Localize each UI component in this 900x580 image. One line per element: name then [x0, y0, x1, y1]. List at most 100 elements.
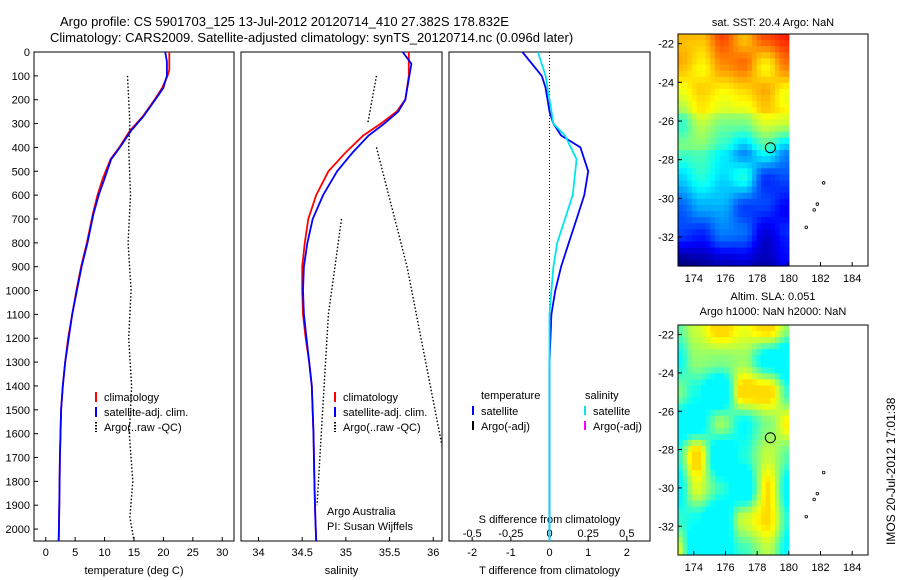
heatmap-cell — [756, 440, 762, 447]
y-tick-label: 1200 — [6, 333, 30, 345]
heatmap-cell — [728, 458, 735, 465]
heatmap-cell — [742, 530, 748, 538]
heatmap-cell — [682, 113, 688, 121]
heatmap-cell — [724, 217, 730, 224]
heatmap-cell — [774, 229, 781, 237]
heatmap-cell — [687, 397, 693, 405]
heatmap-cell — [761, 542, 767, 550]
heatmap-cell — [696, 46, 702, 53]
heatmap-cell — [691, 325, 698, 332]
map-panel-sst_map: 174 176 178 180 182 184-22-24-26-28-30-32sat.… — [658, 17, 869, 285]
y-tick-label: 1900 — [6, 500, 30, 512]
heatmap-cell — [728, 482, 735, 490]
heatmap-cell — [728, 107, 735, 114]
heatmap-cell — [756, 235, 762, 243]
heatmap-cell — [779, 403, 785, 411]
heatmap-cell — [774, 174, 781, 182]
heatmap-cell — [691, 119, 698, 127]
heatmap-cell — [696, 76, 702, 84]
heatmap-cell — [682, 488, 688, 496]
heatmap-cell — [738, 150, 744, 157]
heatmap-cell — [779, 198, 785, 206]
heatmap-cell — [761, 464, 767, 471]
y-tick-label: -28 — [658, 155, 674, 167]
heatmap-cell — [696, 397, 702, 405]
heatmap-cell — [756, 34, 762, 41]
heatmap-cell — [701, 464, 707, 471]
heatmap-cell — [733, 168, 739, 176]
heatmap-cell — [687, 325, 693, 332]
heatmap-cell — [738, 349, 744, 356]
heatmap-cell — [765, 70, 771, 78]
heatmap-cell — [691, 186, 698, 194]
heatmap-cell — [756, 211, 762, 218]
heatmap-cell — [714, 385, 721, 393]
heatmap-cell — [756, 143, 762, 151]
heatmap-cell — [724, 162, 730, 169]
heatmap-cell — [738, 217, 744, 224]
heatmap-cell — [705, 518, 711, 526]
heatmap-cell — [765, 150, 771, 157]
heatmap-cell — [714, 247, 721, 255]
heatmap-cell — [724, 536, 730, 544]
heatmap-cell — [784, 349, 790, 356]
heatmap-cell — [724, 58, 730, 66]
heatmap-cell — [687, 204, 693, 212]
heatmap-cell — [714, 325, 721, 332]
heatmap-cell — [719, 211, 725, 218]
heatmap-cell — [761, 385, 767, 393]
heatmap-cell — [691, 530, 698, 538]
heatmap-cell — [761, 180, 767, 188]
heatmap-cell — [719, 542, 725, 550]
y-tick-label: -32 — [658, 521, 674, 533]
heatmap-cell — [714, 107, 721, 114]
heatmap-cell — [784, 82, 790, 90]
heatmap-cell — [701, 482, 707, 490]
heatmap-cell — [770, 88, 776, 96]
heatmap-cell — [742, 349, 748, 356]
heatmap-cell — [761, 76, 767, 84]
heatmap-cell — [779, 385, 785, 393]
heatmap-cell — [774, 204, 781, 212]
heatmap-cell — [779, 440, 785, 447]
heatmap-cell — [765, 174, 771, 182]
heatmap-cell — [710, 88, 716, 96]
heatmap-cell — [682, 494, 688, 502]
heatmap-cell — [705, 119, 711, 127]
heatmap-cell — [779, 186, 785, 194]
heatmap-cell — [696, 464, 702, 471]
heatmap-cell — [779, 137, 785, 145]
heatmap-cell — [678, 70, 684, 78]
heatmap-cell — [779, 542, 785, 550]
heatmap-cell — [714, 427, 721, 435]
heatmap-cell — [733, 156, 739, 163]
heatmap-cell — [747, 337, 753, 344]
heatmap-cell — [678, 125, 684, 133]
heatmap-cell — [710, 349, 716, 356]
heatmap-cell — [770, 125, 776, 133]
heatmap-cell — [687, 506, 693, 514]
heatmap-cell — [682, 150, 688, 157]
heatmap-cell — [724, 343, 730, 350]
heatmap-cell — [742, 536, 748, 544]
heatmap-cell — [701, 379, 707, 387]
heatmap-cell — [710, 542, 716, 550]
heatmap-cell — [687, 482, 693, 490]
heatmap-cell — [691, 355, 698, 362]
heatmap-cell — [710, 506, 716, 514]
heatmap-cell — [705, 470, 711, 477]
heatmap-cell — [691, 482, 698, 490]
heatmap-cell — [719, 518, 725, 526]
heatmap-cell — [710, 198, 716, 206]
heatmap-cell — [756, 156, 762, 163]
heatmap-cell — [765, 229, 771, 237]
heatmap-cell — [696, 433, 702, 441]
heatmap-cell — [733, 58, 739, 66]
heatmap-cell — [701, 162, 707, 169]
heatmap-cell — [733, 253, 739, 261]
heatmap-cell — [784, 518, 790, 526]
heatmap-cell — [742, 494, 748, 502]
heatmap-cell — [779, 76, 785, 84]
heatmap-cell — [696, 391, 702, 399]
heatmap-cell — [691, 433, 698, 441]
